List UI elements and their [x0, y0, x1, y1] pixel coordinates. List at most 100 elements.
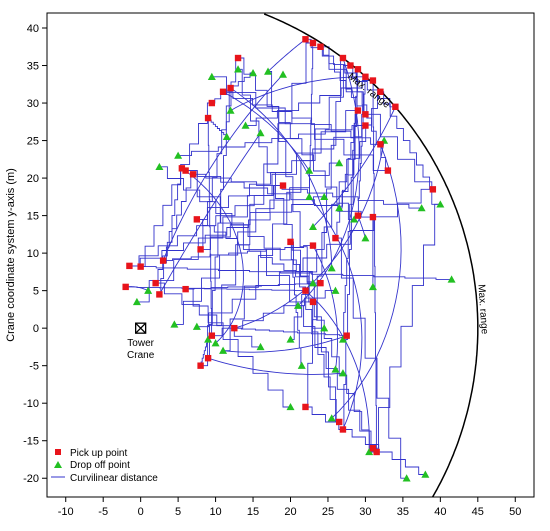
pickup-point	[156, 291, 163, 298]
curvilinear-path	[312, 106, 396, 228]
curvilinear-path	[380, 91, 433, 190]
dropoff-point	[320, 192, 329, 201]
x-tick-label: -10	[58, 506, 74, 518]
pickup-point	[332, 234, 339, 242]
pickup-point	[219, 88, 227, 95]
curvilinear-path	[196, 188, 433, 328]
curvilinear-path	[238, 57, 355, 220]
pickup-point	[137, 263, 144, 270]
y-axis-title: Crane coordinate system y-axis (m)	[5, 168, 17, 342]
dropoff-point	[361, 234, 370, 242]
curvilinear-path	[245, 80, 373, 127]
curvilinear-path	[305, 57, 343, 408]
dropoff-point	[286, 335, 295, 343]
curvilinear-path	[140, 266, 452, 280]
curvilinear-path	[335, 110, 358, 239]
x-tick-label: 0	[138, 506, 144, 518]
crane-label-line2: Crane	[127, 350, 155, 361]
dropoff-point	[293, 301, 302, 309]
curvilinear-path	[125, 286, 306, 292]
curvilinear-path	[234, 327, 347, 337]
pickup-point	[339, 54, 347, 62]
y-tick-label: 15	[27, 211, 39, 223]
dropoff-point	[447, 275, 456, 283]
pickup-point	[208, 332, 216, 339]
pickup-point	[317, 43, 324, 50]
legend-path-label: Curvilinear distance	[70, 473, 158, 484]
curvilinear-path	[185, 288, 291, 408]
dropoff-point	[320, 324, 329, 332]
x-tick-label: 50	[509, 506, 521, 518]
x-tick-label: 10	[209, 506, 221, 518]
curvilinear-path	[159, 166, 321, 284]
x-axis-ticks: -10 -5 0 5 10 15 20 25 30 35 40 45 50	[58, 497, 521, 518]
pickup-point	[373, 448, 380, 456]
curvilinear-path	[140, 102, 212, 268]
pickup-point	[189, 171, 197, 178]
pickup-point	[384, 167, 392, 174]
dropoff-point	[234, 65, 243, 73]
dropoff-point	[204, 335, 213, 343]
curvilinear-path	[178, 125, 366, 157]
pickup-point	[317, 279, 324, 287]
dropoff-point	[350, 215, 359, 223]
pickup-point	[182, 285, 189, 293]
pickup-point	[231, 324, 238, 332]
x-tick-label: 20	[284, 506, 296, 518]
y-tick-label: 20	[27, 173, 39, 185]
curvilinear-path	[162, 74, 284, 261]
curvilinear-path	[129, 185, 283, 267]
pickup-point	[204, 114, 212, 122]
dropoff-point	[402, 474, 411, 482]
curvilinear-path	[320, 46, 441, 205]
curvilinear-path	[222, 91, 310, 171]
legend-dropoff-marker	[54, 461, 62, 468]
dropoff-point	[335, 204, 344, 212]
pickup-point	[159, 257, 167, 264]
curvilinear-path	[207, 117, 213, 337]
legend-pickup-marker	[55, 449, 61, 455]
crane-label-line1: Tower	[127, 338, 154, 349]
pickup-point	[302, 287, 309, 294]
pickup-point	[182, 167, 189, 174]
pickup-point	[392, 103, 399, 110]
pickup-point	[204, 354, 212, 362]
dropoff-point	[222, 132, 231, 141]
pickup-point	[309, 39, 317, 47]
pickup-point-group	[122, 36, 437, 456]
curvilinear-path	[129, 196, 325, 267]
dropoff-point	[436, 200, 445, 208]
curvilinear-path	[193, 173, 422, 209]
y-tick-label: -15	[23, 436, 39, 448]
y-tick-label: -10	[23, 398, 39, 410]
curvilinear-path	[308, 196, 363, 430]
pickup-point	[193, 216, 201, 223]
legend: Pick up point Drop off point Curvilinear…	[51, 448, 158, 484]
dropoff-point	[308, 222, 317, 231]
pickup-point	[377, 141, 384, 148]
curvilinear-path	[290, 241, 340, 423]
x-tick-label: 30	[359, 506, 371, 518]
pickup-point	[152, 279, 159, 287]
legend-dropoff-label: Drop off point	[70, 460, 130, 471]
dropoff-point-group	[132, 65, 456, 482]
curvilinear-path	[159, 167, 182, 295]
curvilinear-path	[372, 203, 441, 449]
pickup-point	[347, 62, 354, 69]
curvilinear-path	[185, 170, 325, 329]
dropoff-point	[338, 369, 347, 377]
pickup-point	[343, 332, 350, 339]
y-tick-label: 30	[27, 98, 39, 110]
x-tick-label: -5	[98, 506, 108, 518]
plot-frame	[46, 12, 535, 498]
curvilinear-path	[305, 406, 426, 475]
dropoff-point	[219, 346, 228, 354]
curvilinear-path	[200, 338, 209, 367]
dropoff-point	[331, 286, 340, 294]
curvilinear-path	[200, 42, 313, 367]
dropoff-point	[335, 159, 344, 167]
curvilinear-path	[159, 132, 261, 295]
x-tick-label: 5	[175, 506, 181, 518]
curvilinear-path	[350, 65, 388, 172]
